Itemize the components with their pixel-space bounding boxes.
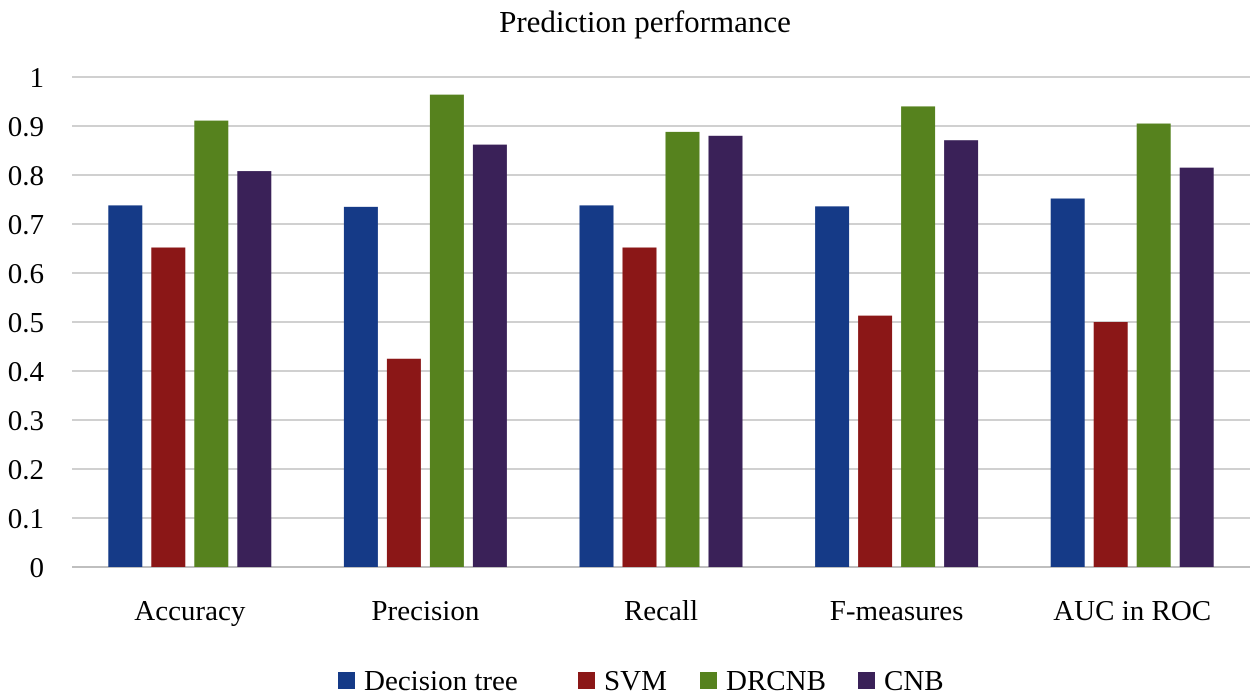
bar-svm-f-measures <box>858 315 893 567</box>
legend-swatch <box>338 672 355 689</box>
y-tick-label: 0.3 <box>8 405 44 437</box>
x-tick-label: Recall <box>624 595 698 627</box>
y-tick-label: 1 <box>30 62 45 94</box>
bar-svm-auc-in-roc <box>1093 322 1128 567</box>
bar-decision-tree-f-measures <box>815 206 850 568</box>
legend-label: CNB <box>884 665 944 697</box>
x-tick-label: F-measures <box>830 595 964 627</box>
y-tick-label: 0.1 <box>8 503 44 535</box>
y-tick-label: 0.5 <box>8 307 44 339</box>
y-tick-label: 0.6 <box>8 258 44 290</box>
bar-drcnb-f-measures <box>901 106 936 568</box>
bar-decision-tree-precision <box>343 206 378 567</box>
bar-cnb-auc-in-roc <box>1179 167 1214 567</box>
bar-decision-tree-auc-in-roc <box>1050 198 1085 567</box>
y-tick-label: 0.9 <box>8 111 44 143</box>
bar-drcnb-auc-in-roc <box>1136 123 1171 568</box>
y-tick-label: 0.8 <box>8 160 44 192</box>
legend: Decision tree SVM DRCNB CNB <box>338 665 944 697</box>
x-axis: Accuracy Precision Recall F-measures AUC in … <box>134 595 1211 627</box>
legend-swatch <box>858 672 875 689</box>
y-axis: 0 0.1 0.2 0.3 0.4 0.5 0.6 0.7 0.8 0.9 1 <box>8 62 45 584</box>
bar-drcnb-precision <box>429 94 464 567</box>
y-tick-label: 0.7 <box>8 209 44 241</box>
bar-svm-precision <box>386 358 421 567</box>
bar-cnb-f-measures <box>944 140 979 567</box>
legend-label: SVM <box>604 665 667 697</box>
chart-title: Prediction performance <box>499 4 791 39</box>
bar-decision-tree-accuracy <box>108 205 143 567</box>
legend-label: DRCNB <box>726 665 826 697</box>
x-tick-label: Precision <box>371 595 479 627</box>
legend-swatch <box>578 672 595 689</box>
bar-drcnb-accuracy <box>194 120 229 568</box>
bar-cnb-precision <box>472 144 507 567</box>
y-tick-label: 0.4 <box>8 356 45 388</box>
legend-label: Decision tree <box>364 665 518 697</box>
bar-drcnb-recall <box>665 131 700 567</box>
bar-decision-tree-recall <box>579 205 614 567</box>
x-tick-label: Accuracy <box>134 595 246 627</box>
legend-swatch <box>700 672 717 689</box>
bars <box>108 94 1214 568</box>
y-tick-label: 0 <box>30 552 45 584</box>
bar-svm-recall <box>622 247 657 567</box>
bar-cnb-accuracy <box>237 171 272 567</box>
bar-cnb-recall <box>708 135 743 568</box>
x-tick-label: AUC in ROC <box>1053 595 1211 627</box>
y-tick-label: 0.2 <box>8 454 44 486</box>
bar-svm-accuracy <box>151 247 186 567</box>
